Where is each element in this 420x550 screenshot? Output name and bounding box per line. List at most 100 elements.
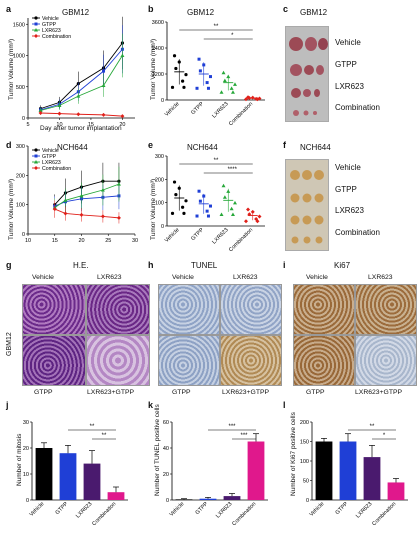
bar <box>175 499 193 500</box>
bar <box>387 482 405 500</box>
data-point <box>206 86 210 90</box>
ki67-vehicle-image <box>293 284 355 335</box>
bar <box>223 496 241 500</box>
data-point <box>100 188 105 192</box>
data-point <box>52 207 57 212</box>
y-tick-label: 40 <box>163 446 169 452</box>
data-point <box>219 90 224 94</box>
series-line <box>54 183 120 208</box>
panel-label-k: k <box>148 400 154 410</box>
data-point <box>181 205 185 209</box>
data-point <box>76 112 81 117</box>
he-combination-image <box>86 335 150 386</box>
x-tick-label: 10 <box>25 238 31 244</box>
data-point <box>63 198 68 202</box>
chart-d: 0 100 200 300 10 15 20 25 30 VehicleGTPPLXR623Com… <box>16 144 138 244</box>
data-point <box>197 57 201 61</box>
data-point <box>197 189 201 193</box>
x-tick-label: Combination <box>228 227 254 253</box>
legend-label: Combination <box>42 34 71 40</box>
x-tick-label: LXR623 <box>211 227 229 245</box>
tunel-lxr623-image <box>220 284 282 335</box>
y-tick-label: 200 <box>300 420 309 426</box>
data-point <box>120 53 125 57</box>
x-tick-label: Combination <box>231 501 257 527</box>
data-point <box>57 103 62 107</box>
bar <box>83 463 101 500</box>
panel-label-j: j <box>6 400 9 410</box>
x-tick-label: GTPP <box>335 501 350 516</box>
x-tick-label: Combination <box>228 101 254 127</box>
sig-label: ** <box>90 424 95 430</box>
sig-label: * <box>383 433 386 439</box>
photo-f-row-gtpp: GTPP <box>335 185 357 194</box>
bar <box>247 441 265 500</box>
data-point <box>198 69 202 73</box>
bar <box>35 448 53 500</box>
panel-label-f: f <box>283 140 286 150</box>
data-point <box>182 211 186 215</box>
ki67-combination-image <box>355 335 417 386</box>
photo-f-row-vehicle: Vehicle <box>335 163 361 172</box>
g-side-label: GBM12 <box>6 332 13 356</box>
chart-a-xlabel: Day after tumor implantation <box>40 125 122 132</box>
h-col-gtpp: GTPP <box>172 389 191 396</box>
sig-label: * <box>231 33 234 39</box>
data-point <box>101 112 106 117</box>
legend-label: Vehicle <box>42 148 59 154</box>
sig-label: ** <box>214 158 219 164</box>
bar <box>59 453 77 500</box>
y-tick-label: 1000 <box>13 54 25 60</box>
legend-marker <box>34 28 38 32</box>
panel-label-i: i <box>283 260 286 270</box>
data-point <box>195 86 199 90</box>
sig-label: ** <box>214 24 219 30</box>
sig-label: ** <box>370 424 375 430</box>
data-point <box>230 90 235 94</box>
chart-a: 0 500 1000 1500 5 10 15 20 VehicleGTPPLXR623Comb… <box>13 16 135 128</box>
y-tick-label: 100 <box>155 201 164 207</box>
tunel-vehicle-image <box>158 284 220 335</box>
data-point <box>244 219 249 224</box>
data-point <box>229 206 234 211</box>
he-vehicle-image <box>22 284 86 335</box>
photo-f-row-lxr623: LXR623 <box>335 206 364 215</box>
bar <box>315 441 333 500</box>
panel-label-c: c <box>283 4 289 14</box>
i-col-vehicle: Vehicle <box>306 274 328 281</box>
x-tick-label: GTPP <box>195 501 210 516</box>
y-tick-label: 20 <box>163 472 169 478</box>
y-tick-label: 0 <box>26 498 29 504</box>
data-point <box>229 86 234 90</box>
y-tick-label: 1200 <box>152 72 164 78</box>
panel-i-title: Ki67 <box>334 261 351 270</box>
x-tick-label: 10 <box>56 122 62 128</box>
data-point <box>38 108 43 112</box>
data-point <box>79 212 84 217</box>
data-point <box>219 212 224 216</box>
g-col-combination: LXR623+GTPP <box>87 389 135 396</box>
data-point <box>230 212 235 216</box>
legend-label: Vehicle <box>42 16 59 22</box>
g-col-gtpp: GTPP <box>34 389 53 396</box>
data-point <box>181 79 185 83</box>
data-point <box>208 204 212 208</box>
data-point <box>221 183 226 188</box>
data-point <box>255 219 260 224</box>
data-point <box>76 94 81 98</box>
data-point <box>195 214 199 218</box>
photo-c-row-combination: Combination <box>335 103 380 112</box>
x-tick-label: Vehicle <box>29 501 46 518</box>
bar <box>107 492 125 500</box>
y-tick-label: 0 <box>161 224 164 230</box>
y-tick-label: 60 <box>163 420 169 426</box>
data-point <box>182 85 186 89</box>
g-col-lxr623: LXR623 <box>97 274 122 281</box>
data-point <box>172 180 177 184</box>
y-tick-label: 50 <box>303 479 309 485</box>
x-tick-label: Vehicle <box>164 227 181 244</box>
x-tick-label: 15 <box>88 122 94 128</box>
chart-b: 0 1200 2400 3600 Vehicle GTPP LXR623Combinatio… <box>152 20 265 127</box>
